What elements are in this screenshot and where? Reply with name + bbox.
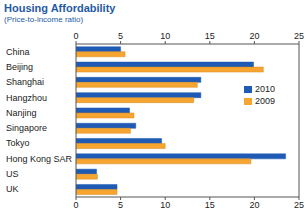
- svg-text:15: 15: [205, 31, 215, 41]
- svg-text:Tokyo: Tokyo: [8, 138, 30, 148]
- svg-text:5: 5: [118, 200, 123, 210]
- svg-text:Nanjing: Nanjing: [8, 108, 37, 118]
- svg-text:Shanghai: Shanghai: [8, 77, 44, 87]
- svg-text:5: 5: [118, 31, 123, 41]
- html-text:Housing Affordability: Housing Affordability: [4, 2, 116, 14]
- svg-text:0: 0: [73, 31, 78, 41]
- svg-text:US: US: [8, 169, 19, 179]
- svg-text:Hangzhou: Hangzhou: [8, 93, 47, 103]
- svg-text:Singapore: Singapore: [8, 123, 47, 133]
- svg-text:0: 0: [73, 200, 78, 210]
- svg-text:10: 10: [160, 31, 170, 41]
- html-text:2010: 2010: [255, 84, 275, 94]
- html-text:(Price-to-income ratio): (Price-to-income ratio): [4, 15, 84, 24]
- svg-text:20: 20: [249, 200, 259, 210]
- html-text:2009: 2009: [255, 96, 275, 106]
- svg-text:China: China: [8, 47, 30, 57]
- svg-text:25: 25: [294, 31, 300, 41]
- svg-text:Hong Kong SAR: Hong Kong SAR: [8, 154, 73, 164]
- svg-text:UK: UK: [8, 184, 19, 194]
- svg-text:10: 10: [160, 200, 170, 210]
- svg-text:Beijing: Beijing: [8, 62, 33, 72]
- svg-text:25: 25: [294, 200, 300, 210]
- svg-text:15: 15: [205, 200, 215, 210]
- svg-text:20: 20: [249, 31, 259, 41]
